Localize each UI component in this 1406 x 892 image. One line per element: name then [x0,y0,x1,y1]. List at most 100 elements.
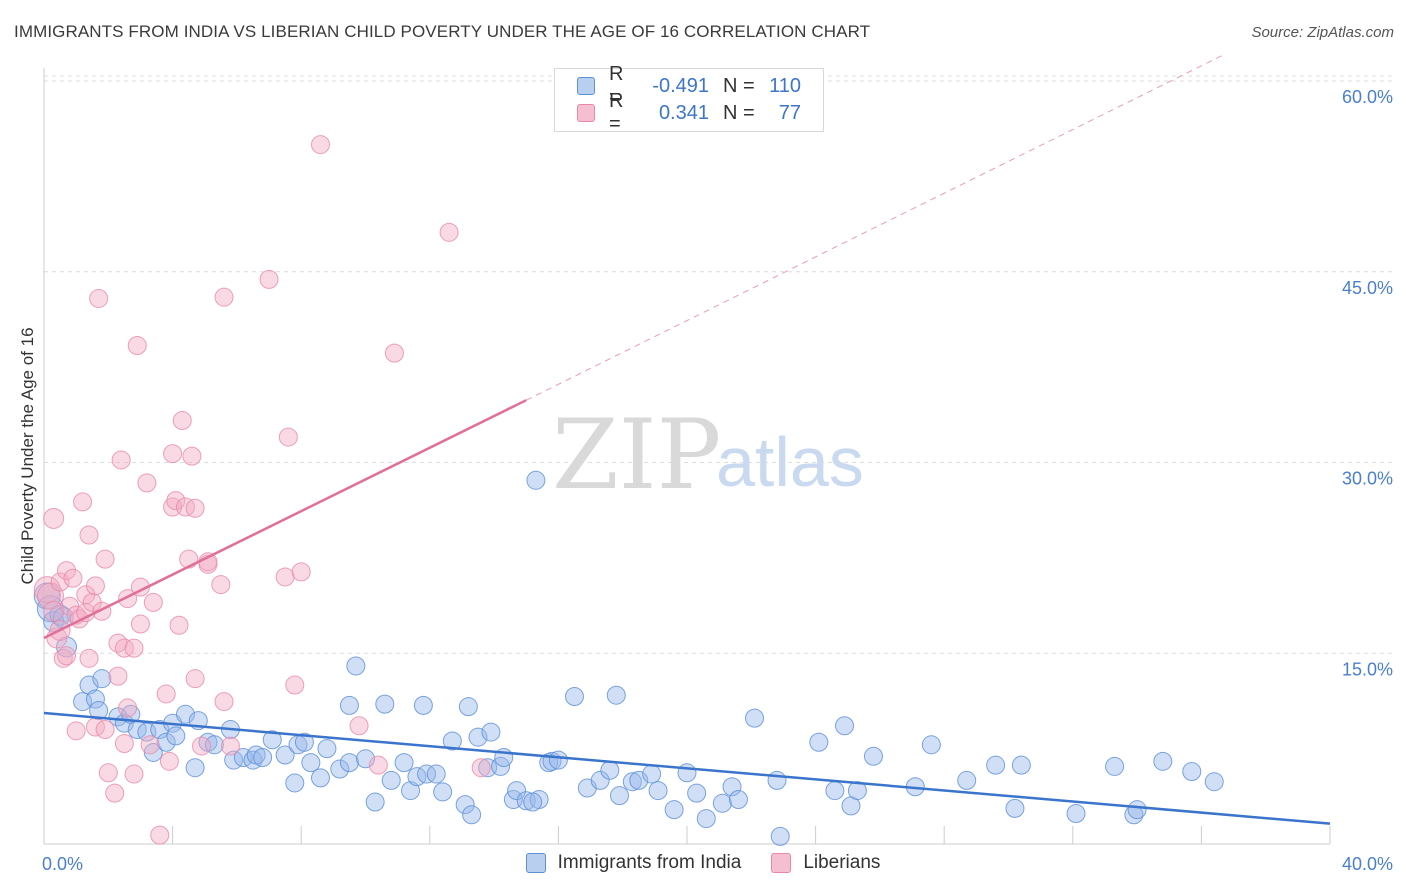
point-liberian [163,444,183,464]
point-india [417,764,437,784]
point-india [642,764,662,784]
point-india [687,783,707,803]
point-india [1005,798,1025,818]
legend-n-value: 110 [769,74,801,97]
point-india [394,753,414,773]
legend-r-value: 0.341 [658,101,709,124]
legend-r-label: R = [609,90,624,135]
point-india [85,689,105,709]
point-liberian [79,525,99,545]
point-india [835,716,855,736]
point-liberian [124,638,144,658]
series-legend: Immigrants from India Liberians [0,852,1406,874]
point-india [310,768,330,788]
point-liberian [471,758,491,778]
point-liberian [150,825,170,845]
point-liberian [166,491,186,511]
point-liberian [192,736,212,756]
point-india [809,732,829,752]
point-india [1011,755,1031,775]
point-india [921,735,941,755]
watermark: ZIP atlas [552,399,864,511]
point-liberian [214,287,234,307]
point-india [847,781,867,801]
point-liberian [172,411,192,431]
point-india [455,795,475,815]
point-liberian [53,648,73,668]
point-india [770,826,790,846]
legend-n-label: N = [723,74,755,97]
point-india [1105,756,1125,776]
point-india [339,753,359,773]
y-axis-label: Child Poverty Under the Age of 16 [18,327,37,584]
series-legend-item-india[interactable]: Immigrants from India [525,852,742,874]
point-india [317,739,337,759]
point-india [346,656,366,676]
point-india [677,763,697,783]
x-tick-label: 40.0% [1342,854,1393,874]
point-liberian [127,336,147,356]
point-india [92,669,112,689]
point-liberian [130,614,150,634]
point-india [825,781,845,801]
point-india [433,782,453,802]
point-india [275,745,295,765]
point-india [468,727,488,747]
point-liberian [98,763,118,783]
point-india [339,695,359,715]
series-legend-item-liberians[interactable]: Liberians [771,852,880,874]
point-india [253,748,273,768]
point-liberian [214,692,234,712]
legend-row-liberians: R = 0.341 N = 77 [577,90,801,135]
point-india [1153,751,1173,771]
point-liberian [111,450,131,470]
y-tick-label: 60.0% [1342,87,1393,107]
point-india [745,708,765,728]
point-india [1066,803,1086,823]
legend-r-label: R = [609,63,624,108]
correlation-legend: R = -0.491 N = 110 R = 0.341 N = 77 [554,63,824,135]
point-liberian [43,600,65,622]
point-liberian [310,135,330,155]
point-liberian [108,666,128,686]
point-liberian [291,562,311,582]
point-liberian [156,684,176,704]
point-india [156,732,176,752]
point-india [957,770,977,790]
trend-lines [43,55,1331,825]
point-india [375,694,395,714]
point-india [696,809,716,829]
legend-swatch-liberians [577,104,595,122]
point-india [89,700,109,720]
trend-line-liberians [43,399,527,640]
point-liberian [105,783,125,803]
point-india [590,770,610,790]
point-liberian [79,648,99,668]
series-legend-label: Immigrants from India [557,852,742,873]
point-liberian [114,734,134,754]
point-liberian [220,736,240,756]
point-india [548,750,568,770]
point-india [523,792,543,812]
point-liberian [36,582,64,610]
point-india [728,789,748,809]
point-india [712,793,732,813]
point-india [262,730,282,750]
trend-line-liberians-extension [526,55,1223,401]
legend-n-value: 77 [778,101,801,124]
point-india [606,685,626,705]
axes [43,68,1331,845]
point-liberian [137,473,157,493]
point-liberian [169,615,189,635]
legend-r-value: -0.491 [652,74,709,97]
point-liberian [143,592,163,612]
point-india [413,695,433,715]
point-india [564,686,584,706]
point-liberian [175,497,195,517]
point-india [426,764,446,784]
point-india [185,758,205,778]
point-liberian [185,498,205,518]
point-liberian [50,572,70,592]
point-india [481,722,501,742]
